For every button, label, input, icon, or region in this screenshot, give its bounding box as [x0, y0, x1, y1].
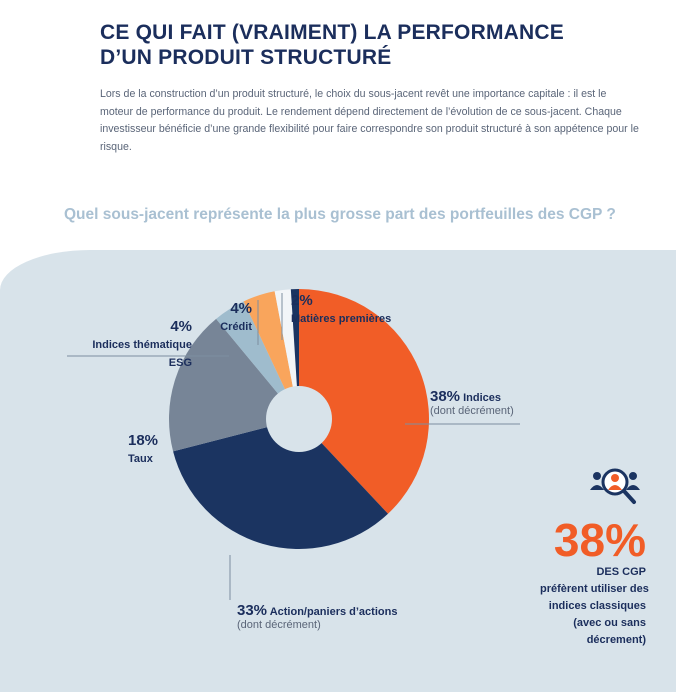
label-esg: 4% Indices thématique ESG	[67, 318, 192, 372]
name-taux: Taux	[128, 453, 153, 465]
pct-credit: 4%	[230, 300, 252, 317]
sub-indices: (dont décrément)	[430, 405, 514, 417]
slice-5	[274, 289, 299, 419]
donut-hole	[266, 386, 332, 452]
label-actions: 33% Action/paniers d’actions (dont décré…	[237, 602, 397, 631]
pct-taux: 18%	[128, 432, 159, 449]
chart-title: Quel sous-jacent représente la plus gros…	[64, 206, 616, 223]
slice-1	[173, 419, 388, 550]
slice-0	[299, 289, 430, 514]
pct-actions: 33%	[237, 602, 268, 619]
page-title: CE QUI FAIT (VRAIMENT) LA PERFORMANCE D’…	[100, 20, 564, 70]
leader-lines	[67, 293, 520, 600]
stat-line-3: indices classiques	[548, 600, 646, 612]
stat-line-4: (avec ou sans	[573, 617, 646, 629]
name-credit: Crédit	[220, 321, 252, 333]
user-search-icon	[590, 468, 640, 504]
name-indices: Indices	[463, 392, 501, 404]
stat-value: 38%	[553, 514, 646, 566]
title-line-1: CE QUI FAIT (VRAIMENT) LA PERFORMANCE	[100, 21, 564, 44]
slice-4	[243, 291, 299, 419]
sub-actions: (dont décrément)	[237, 619, 321, 631]
name-actions: Action/paniers d’actions	[269, 606, 398, 618]
intro-paragraph: Lors de la construction d’un produit str…	[100, 88, 639, 153]
stat-block: 38% DES CGP préfèrent utiliser des indic…	[540, 462, 649, 649]
title-line-2: D’UN PRODUIT STRUCTURÉ	[100, 46, 392, 69]
name-esg: Indices thématique ESG	[92, 339, 192, 369]
pct-esg: 4%	[170, 318, 192, 335]
slice-3	[216, 301, 299, 419]
label-indices: 38% Indices (dont décrément)	[430, 388, 514, 417]
stat-line-2: préfèrent utiliser des	[540, 583, 649, 595]
stat-line-1: DES CGP	[596, 566, 646, 578]
label-taux: 18% Taux	[128, 432, 158, 468]
label-matieres: 2% Matières premières	[291, 292, 391, 328]
name-matieres: Matières premières	[291, 313, 392, 325]
stat-line-5: décrement)	[586, 634, 646, 646]
label-credit: 4% Crédit	[212, 300, 252, 336]
pct-indices: 38%	[430, 388, 461, 405]
pct-matieres: 2%	[291, 292, 313, 309]
